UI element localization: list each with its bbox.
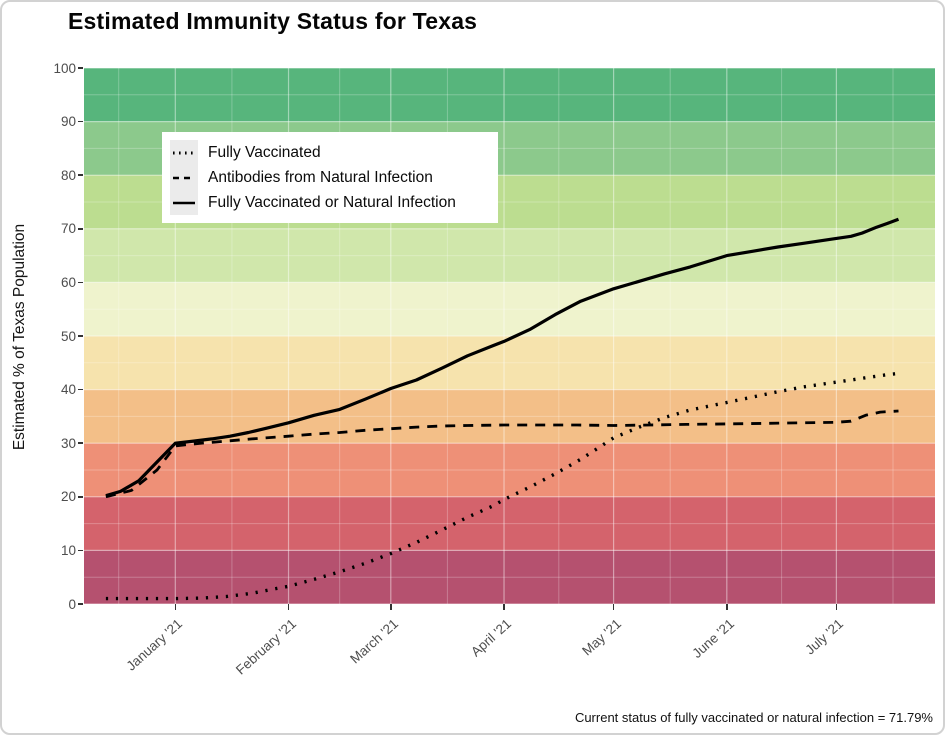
y-tick-label: 80 (60, 167, 76, 183)
legend-label: Fully Vaccinated (208, 143, 321, 161)
legend-item-fully-vaccinated: Fully Vaccinated (170, 140, 486, 165)
plot-area (84, 67, 935, 605)
y-tick-label: 10 (60, 542, 76, 558)
y-tick-label: 30 (60, 435, 76, 451)
y-tick-label: 20 (60, 489, 76, 505)
x-tick-label: April '21 (468, 616, 515, 660)
y-tick-label: 50 (60, 328, 76, 344)
band-20-30 (84, 443, 935, 497)
y-tick-mark (78, 120, 83, 123)
immunity-line-chart (84, 67, 935, 605)
x-tick-mark (726, 604, 728, 610)
x-tick-mark (287, 604, 290, 610)
y-tick-label: 40 (60, 382, 76, 398)
x-tick-label: January '21 (123, 616, 186, 674)
series-solid (105, 217, 900, 498)
y-tick-mark (78, 335, 83, 337)
chart-title: Estimated Immunity Status for Texas (68, 8, 478, 34)
band-90-100 (84, 68, 935, 122)
y-tick-mark (78, 281, 83, 284)
legend-label: Antibodies from Natural Infection (208, 168, 433, 186)
legend-label: Fully Vaccinated or Natural Infection (208, 193, 456, 211)
y-axis-title: Estimated % of Texas Population (11, 223, 28, 451)
dotted-line-icon (170, 140, 198, 165)
y-tick-label: 70 (60, 221, 76, 237)
y-tick-label: 100 (53, 60, 76, 76)
y-tick-label: 60 (60, 274, 76, 290)
y-tick-mark (78, 442, 83, 444)
dashed-line-icon (170, 165, 198, 190)
series-dashed (105, 409, 899, 499)
y-tick-mark (78, 549, 83, 552)
band-30-40 (84, 389, 935, 444)
y-tick-mark (78, 388, 83, 391)
x-tick-mark (503, 604, 505, 610)
y-tick-mark (78, 67, 83, 69)
y-tick-label: 90 (60, 114, 76, 130)
legend: Fully Vaccinated Antibodies from Natural… (162, 132, 498, 223)
band-50-60 (84, 282, 935, 336)
y-tick-mark (78, 174, 83, 176)
x-tick-mark (835, 604, 838, 610)
solid-line-icon (170, 190, 198, 215)
x-tick-mark (174, 604, 177, 610)
x-tick-mark (612, 604, 615, 610)
legend-item-vaccinated-or-infection: Fully Vaccinated or Natural Infection (170, 190, 486, 215)
y-tick-mark (78, 228, 83, 230)
x-tick-mark (389, 604, 392, 610)
status-caption: Current status of fully vaccinated or na… (574, 710, 933, 725)
y-tick-mark (78, 603, 83, 605)
legend-item-natural-infection: Antibodies from Natural Infection (170, 165, 486, 190)
y-tick-label: 0 (68, 596, 76, 612)
band-60-70 (84, 228, 935, 283)
band-10-20 (84, 496, 935, 551)
band-40-50 (84, 336, 935, 390)
y-tick-mark (78, 496, 83, 498)
